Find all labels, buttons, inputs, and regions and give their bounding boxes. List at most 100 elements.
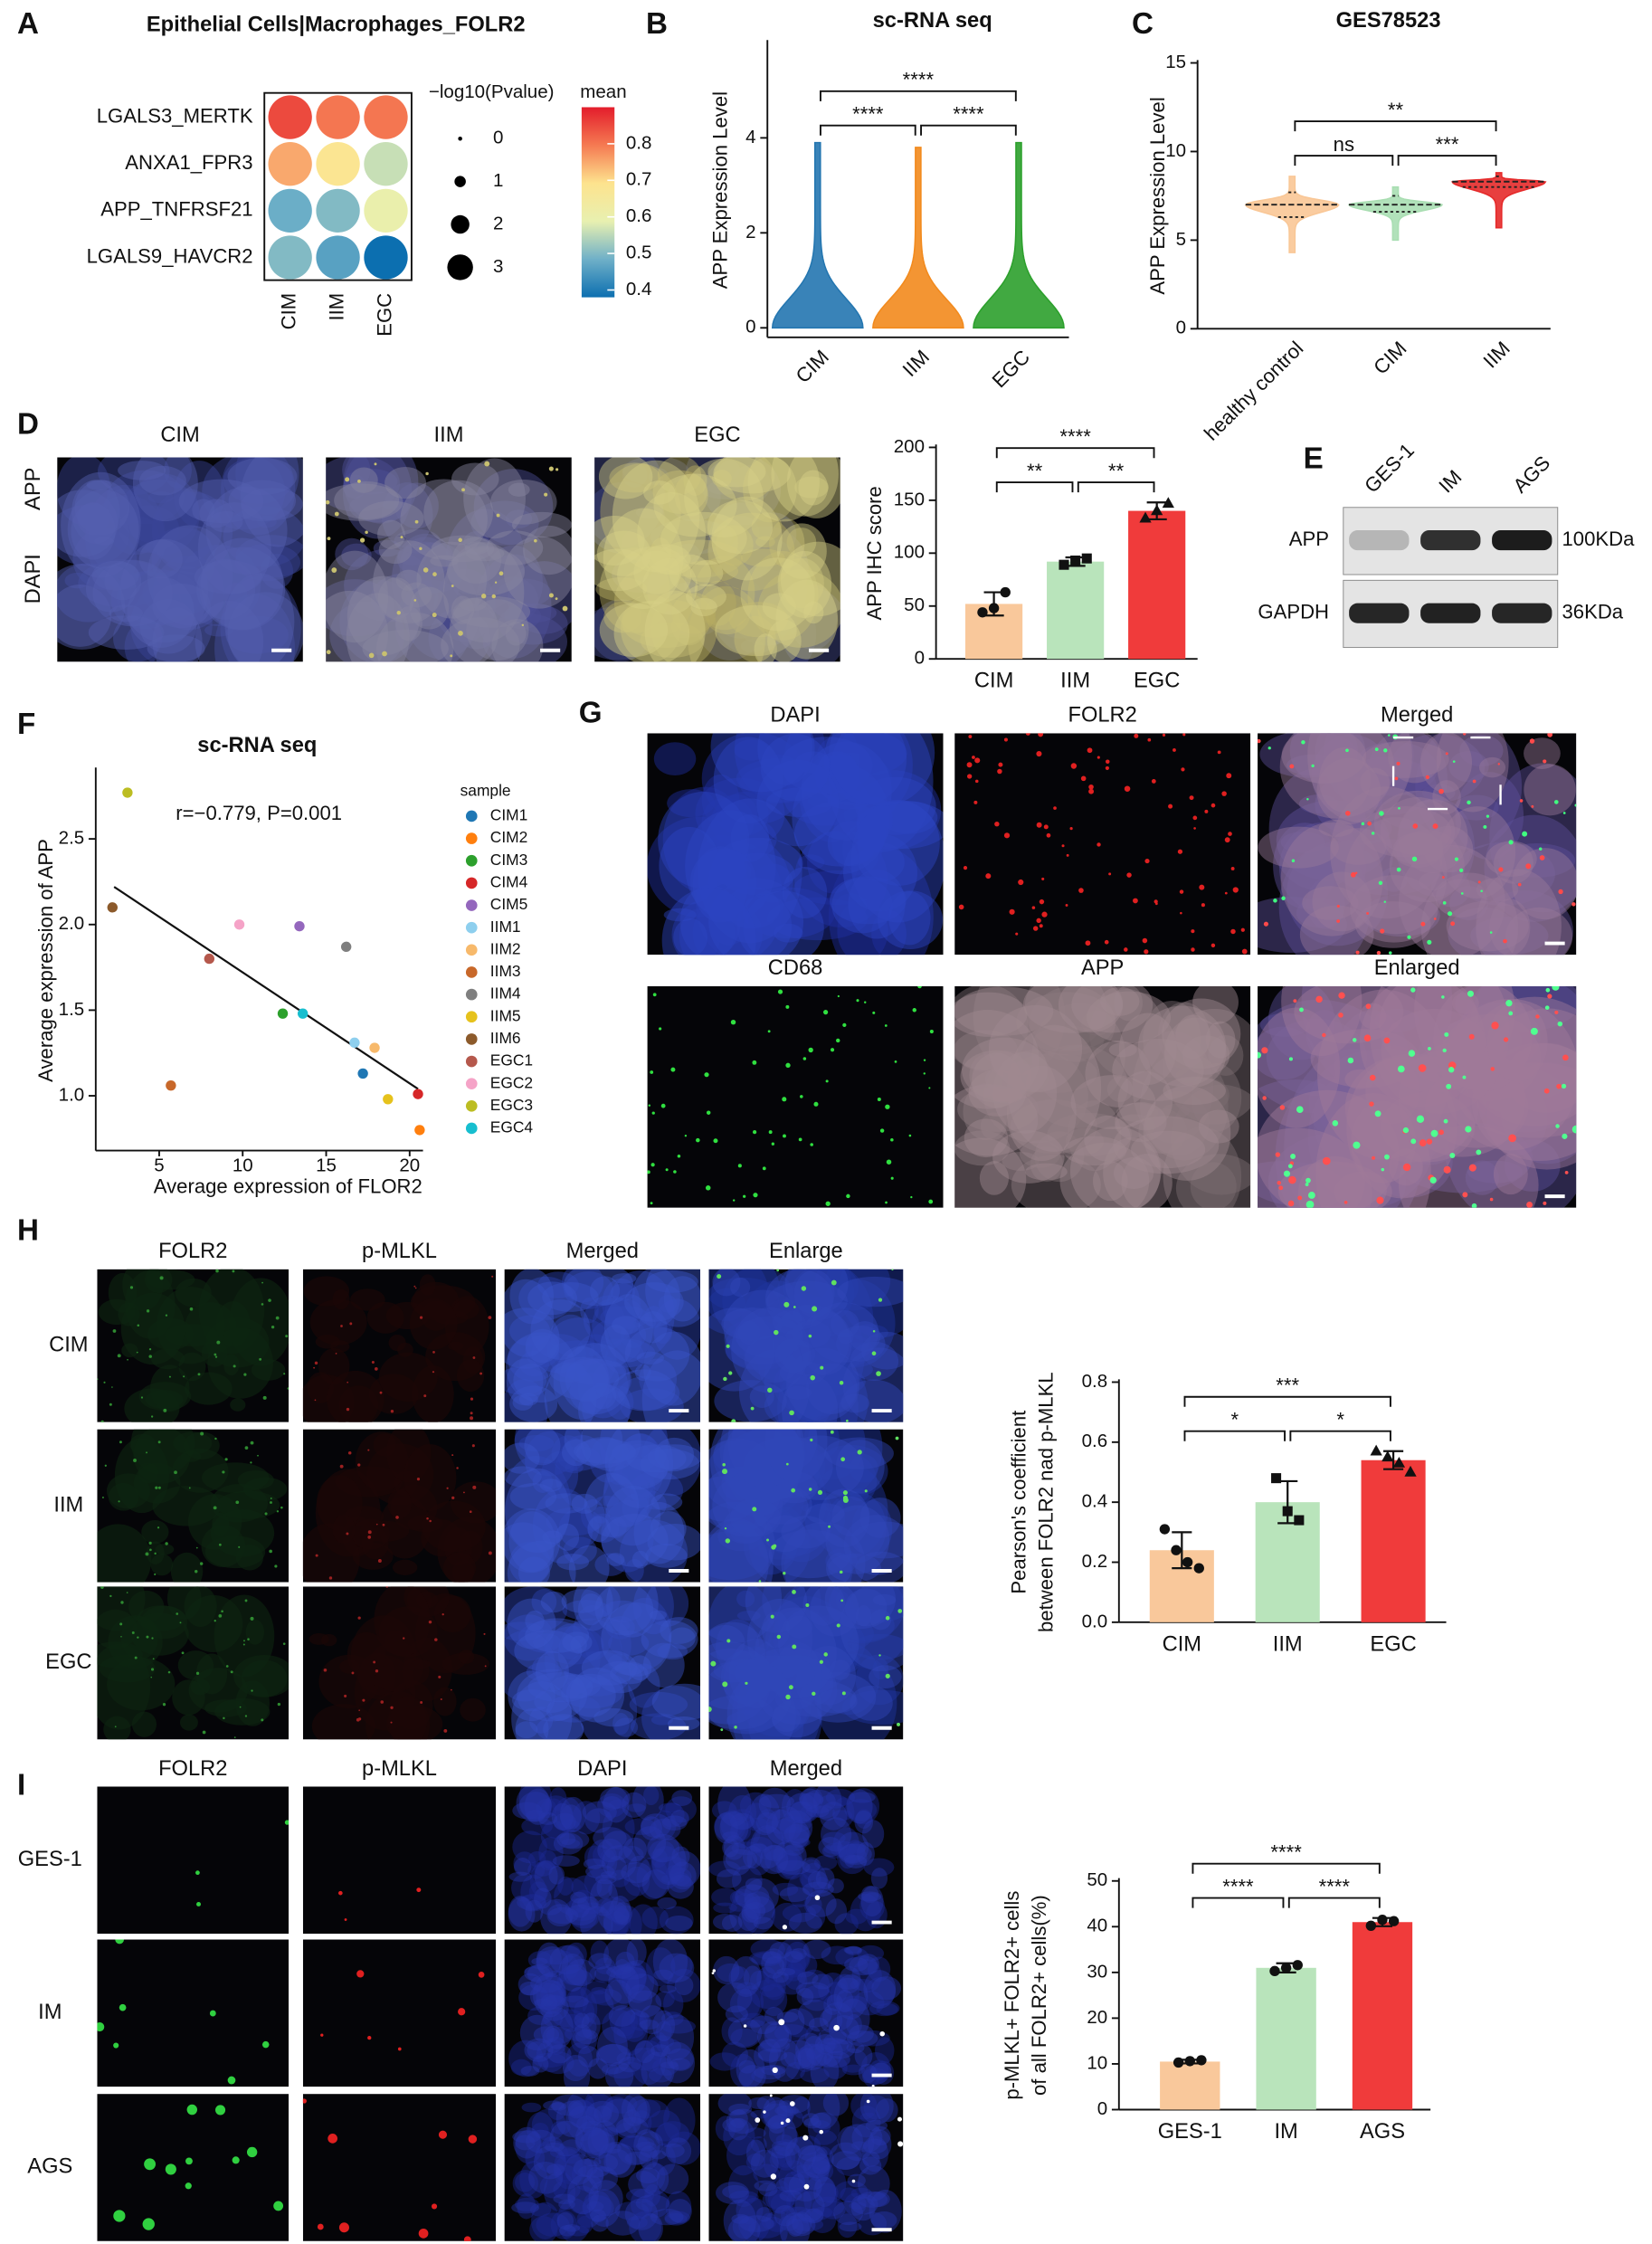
signal	[1426, 1138, 1433, 1145]
tissue	[1435, 879, 1487, 918]
signal	[974, 757, 981, 764]
tissue	[802, 1363, 869, 1422]
tissue	[1070, 1075, 1156, 1130]
signal	[879, 1128, 885, 1133]
signal	[358, 1709, 360, 1712]
tissue	[618, 1845, 644, 1865]
size-legend-dot	[447, 254, 473, 280]
tissue	[799, 2152, 831, 2174]
chart-title: GES78523	[1336, 9, 1441, 33]
tissue	[797, 2043, 827, 2070]
tissue	[349, 467, 378, 493]
signal	[1525, 863, 1532, 870]
tissue	[72, 528, 138, 590]
tissue	[861, 1331, 904, 1370]
tissue	[722, 1838, 739, 1858]
tissue	[708, 1586, 783, 1643]
image-label: DAPI	[577, 1757, 627, 1781]
tissue	[843, 770, 942, 850]
tissue	[844, 1957, 869, 1973]
tissue	[589, 1382, 617, 1410]
tissue	[1316, 757, 1381, 825]
signal	[1396, 761, 1400, 765]
tissue	[561, 1955, 579, 1979]
tissue	[799, 1672, 877, 1723]
signal	[1410, 987, 1416, 993]
signal	[812, 1691, 816, 1697]
tissue	[381, 482, 433, 548]
tissue	[969, 1053, 1004, 1097]
tissue	[741, 1891, 776, 1935]
tissue	[385, 466, 426, 499]
signal	[215, 1269, 219, 1273]
tissue	[962, 1037, 1049, 1102]
tissue	[780, 587, 840, 662]
legend-label: CIM1	[490, 806, 527, 824]
tissue	[743, 1436, 833, 1498]
micrograph	[504, 1786, 700, 1935]
tissue	[346, 593, 410, 662]
signal	[1508, 840, 1514, 845]
tissue	[586, 2201, 604, 2212]
tissue	[776, 1968, 796, 1976]
tissue	[585, 2100, 620, 2127]
signal	[344, 1918, 347, 1921]
tissue	[779, 2211, 811, 2241]
signal	[724, 1526, 727, 1530]
tissue	[763, 2114, 798, 2159]
tissue	[1489, 763, 1577, 913]
tissue	[629, 1691, 688, 1717]
tissue	[795, 751, 831, 774]
dot	[268, 95, 312, 139]
tissue	[641, 1620, 698, 1659]
tissue	[374, 1586, 431, 1657]
tissue	[723, 1429, 804, 1499]
tissue	[829, 2142, 862, 2170]
tissue	[504, 1279, 555, 1357]
tissue	[1478, 756, 1506, 778]
tissue	[524, 1964, 551, 1983]
tissue	[1330, 786, 1443, 919]
tissue	[783, 733, 860, 813]
tissue	[753, 1439, 826, 1496]
tissue	[594, 1496, 620, 1507]
tissue	[794, 2191, 825, 2222]
tissue	[1351, 1100, 1417, 1184]
tissue	[804, 1502, 831, 1538]
tissue	[593, 2154, 619, 2173]
signal	[733, 1199, 736, 1202]
tissue	[566, 2225, 589, 2237]
tissue	[754, 2042, 779, 2070]
tissue	[665, 1865, 685, 1882]
signal	[331, 567, 337, 573]
tissue	[781, 1516, 831, 1549]
tissue	[1476, 890, 1573, 956]
tissue	[647, 2109, 681, 2142]
tissue	[559, 1796, 587, 1832]
tissue	[562, 1600, 612, 1621]
tissue	[1399, 1102, 1472, 1132]
tissue	[575, 2029, 599, 2045]
tissue	[708, 1277, 779, 1312]
tissue	[849, 1792, 876, 1803]
x-tick-label: EGC	[1370, 1632, 1416, 1656]
significance-bracket	[1287, 1897, 1381, 1908]
tissue	[617, 2134, 652, 2166]
tissue	[746, 1598, 813, 1679]
signal	[1388, 734, 1391, 737]
signal	[1425, 775, 1429, 780]
micrograph	[97, 2094, 290, 2241]
tissue	[720, 791, 769, 836]
tissue	[594, 548, 650, 592]
signal	[840, 1457, 846, 1462]
signal	[1489, 1197, 1494, 1202]
tissue	[806, 1363, 858, 1414]
signal	[851, 2179, 856, 2183]
tissue	[563, 2059, 591, 2087]
tissue	[857, 801, 940, 886]
signal	[199, 1562, 204, 1565]
micrograph-background	[954, 985, 1251, 1208]
tissue	[531, 2122, 549, 2138]
tissue	[653, 1810, 677, 1840]
tissue	[836, 733, 913, 814]
